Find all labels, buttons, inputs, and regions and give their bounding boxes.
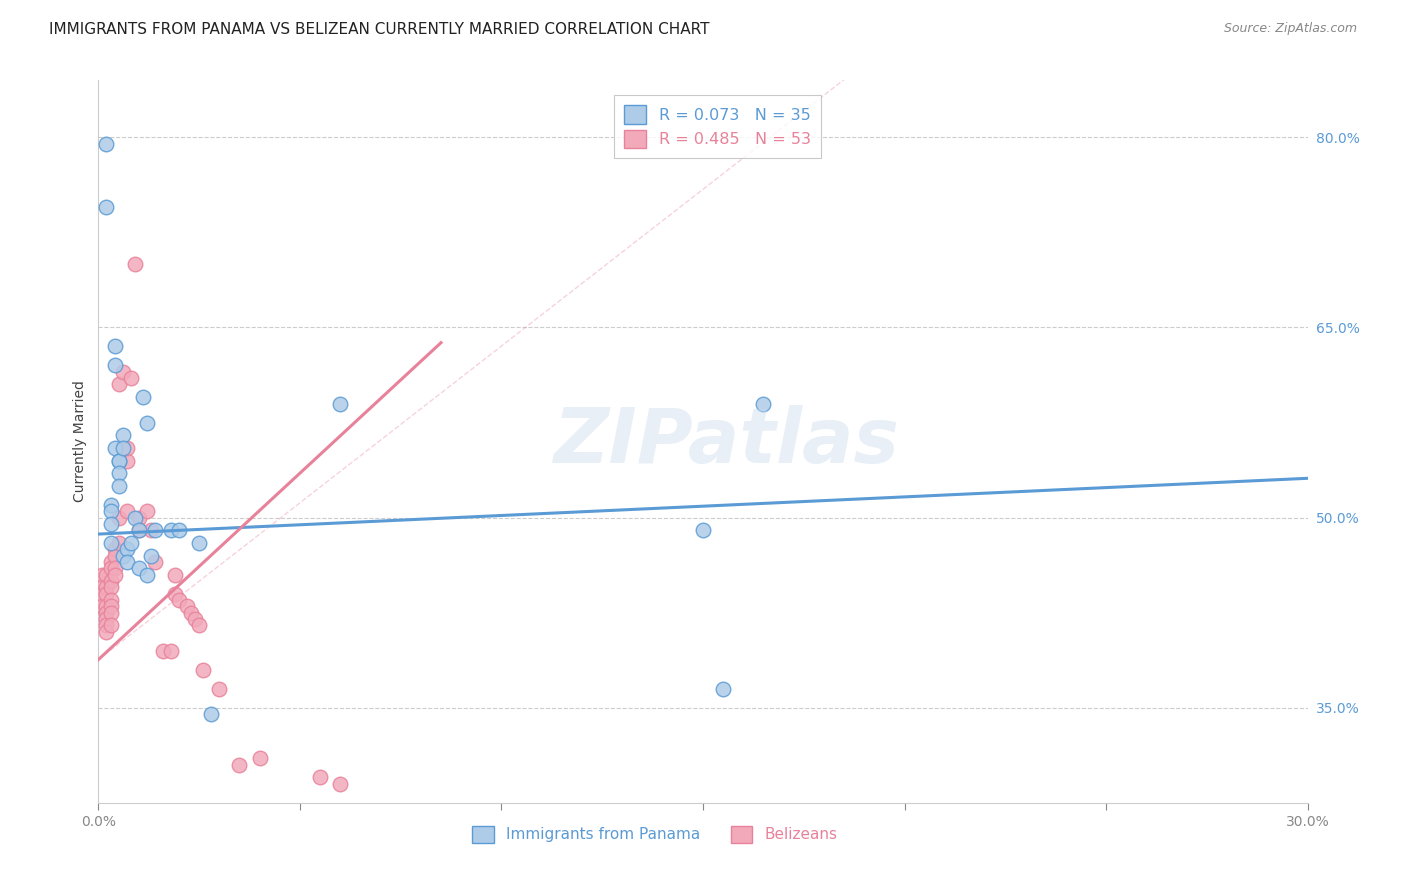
Point [115,453,138,467]
Point [167,593,190,607]
Point [711,681,734,696]
Point [115,542,138,557]
Point [143,555,166,569]
Point [107,536,129,550]
Point [329,396,352,410]
Point [188,536,211,550]
Point [91,587,114,601]
Point [111,428,134,442]
Point [103,339,125,353]
Point [96,567,118,582]
Point [96,599,118,614]
Point [180,606,202,620]
Point [228,757,250,772]
Point [103,561,125,575]
Point [100,536,122,550]
Point [176,599,198,614]
Point [91,599,114,614]
Point [100,593,122,607]
Point [120,371,142,385]
Point [100,516,122,531]
Point [107,479,129,493]
Point [91,580,114,594]
Point [96,580,118,594]
Text: ZIPatlas: ZIPatlas [554,405,900,478]
Point [135,504,157,518]
Point [96,200,118,214]
Point [160,643,183,657]
Point [752,396,775,410]
Point [100,599,122,614]
Point [163,567,186,582]
Point [111,441,134,455]
Point [96,136,118,151]
Text: IMMIGRANTS FROM PANAMA VS BELIZEAN CURRENTLY MARRIED CORRELATION CHART: IMMIGRANTS FROM PANAMA VS BELIZEAN CURRE… [49,22,710,37]
Point [100,580,122,594]
Point [96,587,118,601]
Point [115,441,138,455]
Point [124,257,146,271]
Point [103,359,125,373]
Point [100,618,122,632]
Point [193,663,215,677]
Point [167,523,190,537]
Point [100,498,122,512]
Point [128,523,150,537]
Point [160,523,183,537]
Point [103,542,125,557]
Point [135,567,157,582]
Point [100,555,122,569]
Point [135,416,157,430]
Point [329,777,352,791]
Point [139,523,162,537]
Point [96,618,118,632]
Point [100,504,122,518]
Point [163,587,186,601]
Point [132,390,155,404]
Point [107,510,129,524]
Point [111,365,134,379]
Point [96,606,118,620]
Point [309,771,332,785]
Point [188,618,211,632]
Point [115,555,138,569]
Point [107,453,129,467]
Point [96,612,118,626]
Point [103,441,125,455]
Point [107,467,129,481]
Point [103,567,125,582]
Point [96,624,118,639]
Point [107,377,129,392]
Point [100,561,122,575]
Y-axis label: Currently Married: Currently Married [73,381,87,502]
Point [100,606,122,620]
Point [120,536,142,550]
Point [152,643,174,657]
Point [128,561,150,575]
Point [200,707,222,722]
Point [128,510,150,524]
Point [184,612,207,626]
Legend: Immigrants from Panama, Belizeans: Immigrants from Panama, Belizeans [465,820,844,849]
Point [128,523,150,537]
Point [91,567,114,582]
Point [208,681,231,696]
Point [111,549,134,563]
Point [103,549,125,563]
Point [692,523,714,537]
Text: Source: ZipAtlas.com: Source: ZipAtlas.com [1223,22,1357,36]
Point [143,523,166,537]
Point [107,453,129,467]
Point [115,504,138,518]
Point [124,510,146,524]
Point [139,549,162,563]
Point [100,574,122,588]
Point [249,751,271,765]
